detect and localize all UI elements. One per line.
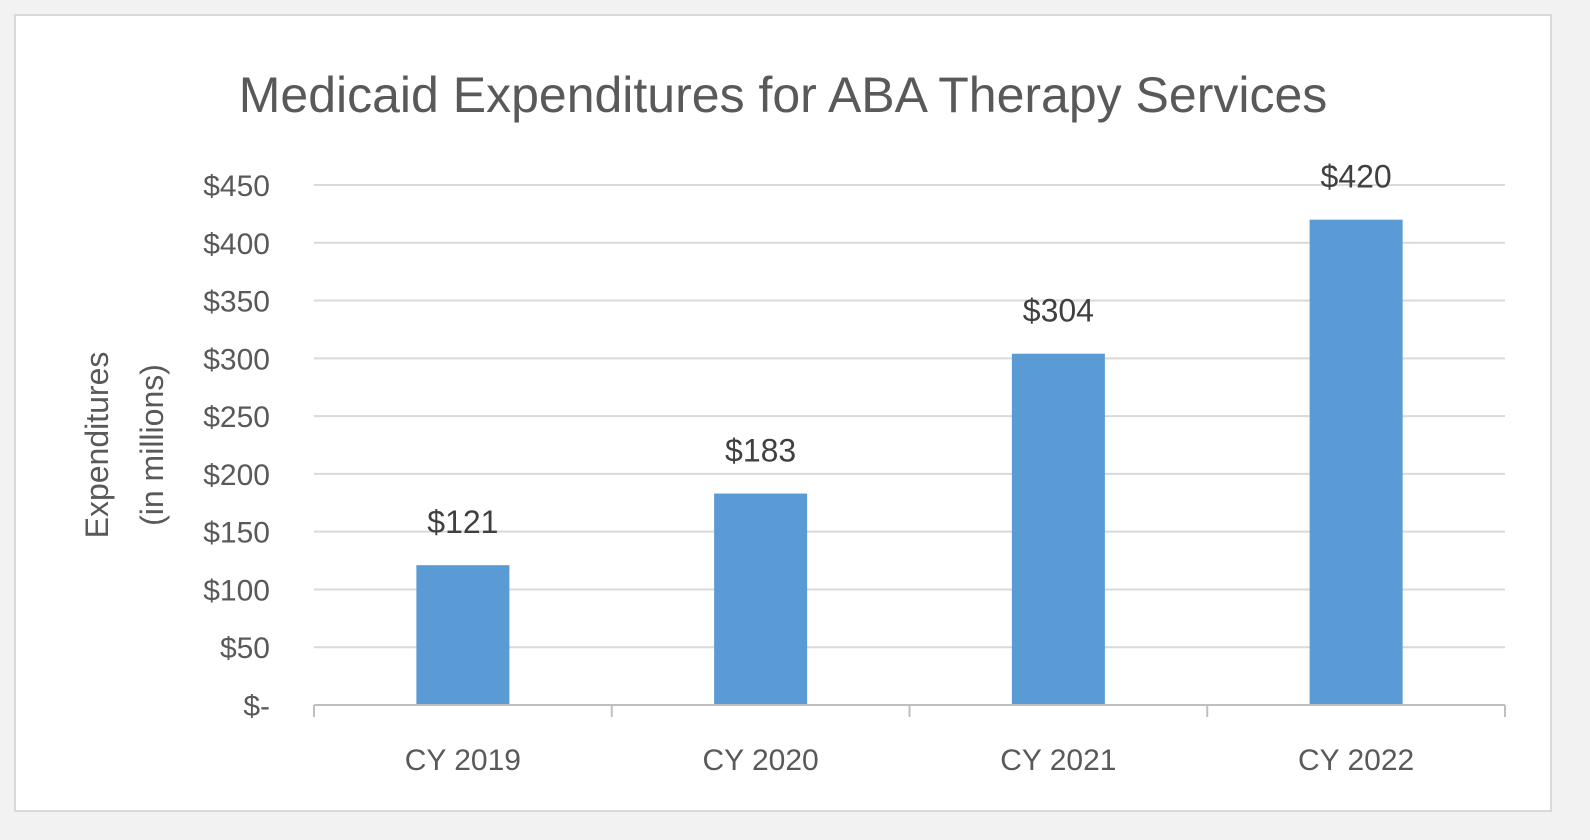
bar	[1309, 219, 1403, 705]
x-tick-label: CY 2020	[703, 744, 819, 777]
y-tick-label: $350	[203, 286, 270, 319]
bar	[1011, 353, 1105, 705]
data-label: $183	[725, 433, 796, 469]
data-label: $121	[427, 504, 498, 540]
y-axis-label-line-1: Expenditures	[79, 352, 115, 539]
y-tick-label: $50	[220, 632, 270, 665]
data-label: $304	[1023, 293, 1094, 329]
y-tick-label: $250	[203, 401, 270, 434]
x-axis	[313, 704, 1506, 717]
x-tick-label: CY 2022	[1298, 744, 1414, 777]
x-axis-ticks: CY 2019 CY 2020 CY 2021 CY 2022	[405, 744, 1414, 777]
y-tick-label: $400	[203, 228, 270, 261]
y-tick-label: $300	[203, 343, 270, 376]
gridlines	[314, 184, 1505, 649]
y-tick-label: $450	[203, 170, 270, 203]
x-tick-label: CY 2019	[405, 744, 521, 777]
bars	[416, 219, 1403, 705]
chart-title: Medicaid Expenditures for ABA Therapy Se…	[239, 67, 1328, 123]
data-labels: $121 $183 $304 $420	[427, 159, 1391, 541]
y-tick-label: $150	[203, 517, 270, 550]
y-axis-label-line-2: (in millions)	[134, 364, 170, 526]
y-tick-label: $100	[203, 574, 270, 607]
y-axis-ticks: $- $50 $100 $150 $200 $250 $300 $350 $400 $450	[203, 170, 270, 723]
y-tick-label: $-	[243, 690, 270, 723]
bar	[416, 565, 510, 705]
x-tick-label: CY 2021	[1000, 744, 1116, 777]
bar	[714, 493, 808, 705]
data-label: $420	[1321, 159, 1392, 195]
y-tick-label: $200	[203, 459, 270, 492]
y-axis-label: Expenditures (in millions)	[79, 352, 170, 539]
